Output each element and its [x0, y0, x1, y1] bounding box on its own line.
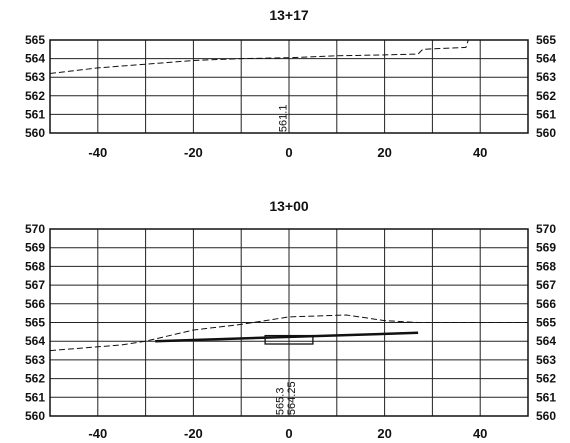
y-tick-label-left: 563 — [25, 70, 45, 84]
y-tick-label-right: 560 — [536, 126, 556, 140]
plot-frame — [49, 39, 529, 134]
x-tick-label: 20 — [377, 145, 391, 160]
x-tick-label: 40 — [473, 145, 487, 160]
existing-ground-line — [49, 314, 528, 352]
y-tick-label-left: 564 — [25, 52, 45, 66]
y-tick-label-left: 565 — [25, 316, 45, 330]
existing-ground-line — [49, 39, 473, 74]
x-tick-label: -40 — [88, 145, 107, 160]
elevation-annotation: 561.1 — [278, 105, 290, 133]
cross-section-13-00: 13+00 560 560 561 561 562 562 563 563 564 564 565 56… — [25, 198, 556, 441]
y-tick-label-right: 564 — [536, 334, 556, 348]
y-tick-label-left: 562 — [25, 372, 45, 386]
x-tick-label: -20 — [184, 426, 203, 441]
y-tick-label-right: 569 — [536, 241, 556, 255]
x-tick-label: 0 — [285, 145, 292, 160]
x-tick-label: 0 — [285, 426, 292, 441]
y-tick-label-right: 562 — [536, 89, 556, 103]
y-tick-label-right: 568 — [536, 259, 556, 273]
y-tick-label-right: 570 — [536, 222, 556, 236]
elevation-annotation: 564.25 — [286, 381, 298, 415]
y-tick-label-right: 560 — [536, 409, 556, 423]
y-tick-label-right: 561 — [536, 107, 556, 121]
culvert-box — [264, 334, 314, 345]
x-tick-label: -20 — [184, 145, 203, 160]
y-tick-label-left: 562 — [25, 89, 45, 103]
y-tick-label-left: 563 — [25, 353, 45, 367]
y-tick-label-right: 563 — [536, 353, 556, 367]
y-tick-label-left: 565 — [25, 33, 45, 47]
elevation-annotation: 565.3 — [274, 388, 286, 416]
chart-title: 13+17 — [269, 7, 309, 23]
y-tick-label-right: 561 — [536, 390, 556, 404]
x-tick-label: -40 — [88, 426, 107, 441]
y-tick-label-right: 564 — [536, 52, 556, 66]
y-tick-label-right: 565 — [536, 33, 556, 47]
y-tick-label-right: 566 — [536, 297, 556, 311]
y-tick-label-left: 566 — [25, 297, 45, 311]
x-tick-label: 40 — [473, 426, 487, 441]
y-tick-label-right: 563 — [536, 70, 556, 84]
y-tick-label-left: 560 — [25, 126, 45, 140]
cross-section-13-17: 13+17 560 560 561 561 562 562 563 563 564 564 565 56… — [25, 7, 556, 160]
y-tick-label-left: 560 — [25, 409, 45, 423]
chart-title: 13+00 — [269, 198, 309, 214]
y-tick-label-left: 569 — [25, 241, 45, 255]
y-tick-label-right: 567 — [536, 278, 556, 292]
y-tick-label-left: 570 — [25, 222, 45, 236]
y-tick-label-left: 567 — [25, 278, 45, 292]
y-tick-label-right: 562 — [536, 372, 556, 386]
y-tick-label-left: 568 — [25, 259, 45, 273]
y-tick-label-left: 561 — [25, 107, 45, 121]
proposed-grade-line — [155, 331, 419, 343]
y-tick-label-left: 561 — [25, 390, 45, 404]
y-tick-label-right: 565 — [536, 316, 556, 330]
x-tick-label: 20 — [377, 426, 391, 441]
y-tick-label-left: 564 — [25, 334, 45, 348]
